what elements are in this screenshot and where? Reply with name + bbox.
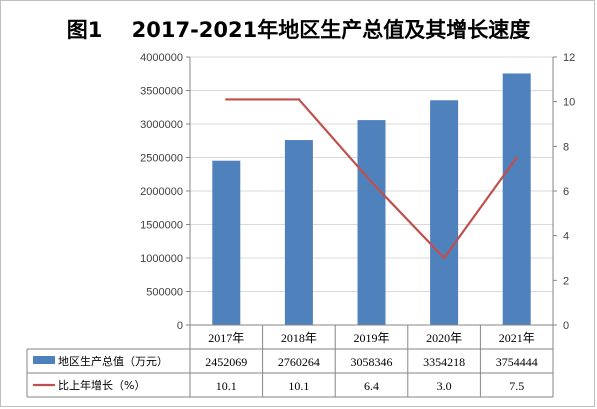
right-tick-label: 6 [563,186,569,198]
data-label: 7.5 [509,379,524,393]
left-tick-label: 500000 [146,287,183,299]
line-point [225,98,228,101]
data-label: 3754444 [496,355,538,369]
left-tick-label: 2500000 [140,153,183,165]
data-label: 2452069 [205,355,247,369]
left-tick-label: 3500000 [140,86,183,98]
bar-series [212,73,531,325]
line-series [225,98,518,260]
right-tick-label: 10 [563,97,575,109]
bar [284,140,313,325]
data-label: 6.4 [364,379,379,393]
category-label: 2017年 [208,331,244,345]
right-tick-label: 12 [563,52,575,64]
data-label: 2760264 [278,355,320,369]
left-tick-label: 1000000 [140,253,183,265]
right-tick-label: 4 [563,231,569,243]
right-tick-label: 8 [563,141,569,153]
left-tick-label: 3000000 [140,119,183,131]
left-tick-label: 0 [177,320,183,332]
data-table: 2017年 2018年 2019年 2020年 2021年地区生产总值（万元） 24520… [26,324,554,398]
category-label: 2020年 [426,331,462,345]
left-axis-ticks: 0 500000 1000000 1500000 2000000 2500000 30000… [140,52,183,332]
left-tick-label: 2000000 [140,186,183,198]
left-tick-label: 4000000 [140,52,183,64]
series-name: 比上年增长（%） [58,378,145,392]
line-point [370,180,373,184]
data-label: 10.1 [216,379,237,393]
data-label: 3058346 [351,355,393,369]
bar [212,160,241,325]
bar [357,120,386,325]
right-axis-ticks: 0 2 4 6 8 10 12 [563,52,575,332]
left-tick-label: 1500000 [140,220,183,232]
line-point [297,98,301,101]
right-tick-label: 2 [563,275,569,287]
series-name: 地区生产总值（万元） [58,354,168,368]
line-point [515,156,518,159]
data-label: 3.0 [437,379,452,393]
category-label: 2019年 [353,331,389,345]
bar [430,100,459,325]
category-label: 2021年 [499,331,535,345]
chart-title: 图1 2017-2021年地区生产总值及其增长速度 [66,18,531,42]
right-tick-label: 0 [563,320,569,332]
category-label: 2018年 [281,331,317,345]
data-label: 3354218 [423,355,465,369]
data-label: 10.1 [288,379,309,393]
line-point [442,256,446,260]
bar [502,73,531,325]
axes [186,56,557,326]
legend-key-bar [33,356,55,364]
